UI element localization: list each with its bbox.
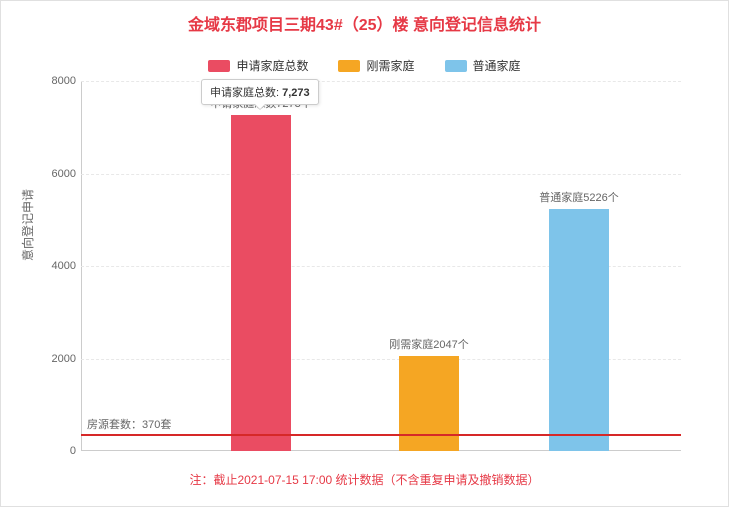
bar-label-rigid: 刚需家庭2047个: [389, 336, 468, 352]
tooltip-series: 申请家庭总数: [210, 87, 276, 99]
legend-swatch-normal: [445, 60, 467, 72]
y-tick: 0: [41, 445, 76, 457]
bar-normal[interactable]: [549, 209, 609, 451]
legend-swatch-total: [208, 60, 230, 72]
legend-swatch-rigid: [338, 60, 360, 72]
y-tick: 8000: [41, 75, 76, 87]
reference-line: [81, 434, 681, 436]
legend-label: 申请家庭总数: [236, 57, 308, 74]
y-tick: 2000: [41, 353, 76, 365]
y-axis-label: 意向登记申请: [19, 189, 36, 261]
grid-line: [81, 174, 681, 175]
grid-line: [81, 81, 681, 82]
bar-rigid[interactable]: [399, 356, 459, 451]
y-tick: 6000: [41, 168, 76, 180]
legend-item-rigid[interactable]: 刚需家庭: [338, 57, 414, 74]
legend-item-total[interactable]: 申请家庭总数: [208, 57, 308, 74]
legend-label: 刚需家庭: [366, 57, 414, 74]
reference-line-label: 房源套数：370套: [87, 416, 171, 432]
footnote: 注：截止2021-07-15 17:00 统计数据（不含重复申请及撤销数据）: [1, 471, 728, 488]
tooltip-value: 7,273: [282, 87, 310, 99]
tooltip: 申请家庭总数: 7,273: [201, 79, 319, 105]
chart-container: 金域东郡项目三期43#（25）楼 意向登记信息统计 申请家庭总数 刚需家庭 普通…: [0, 0, 729, 507]
legend-label: 普通家庭: [473, 57, 521, 74]
chart-title: 金域东郡项目三期43#（25）楼 意向登记信息统计: [1, 1, 728, 39]
bar-label-normal: 普通家庭5226个: [539, 189, 618, 205]
legend-item-normal[interactable]: 普通家庭: [445, 57, 521, 74]
bar-total[interactable]: [231, 115, 291, 451]
legend: 申请家庭总数 刚需家庭 普通家庭: [1, 39, 728, 80]
plot-area: 0 2000 4000 6000 8000 申请家庭总数7273个 刚需家庭20…: [81, 81, 681, 451]
y-tick: 4000: [41, 260, 76, 272]
